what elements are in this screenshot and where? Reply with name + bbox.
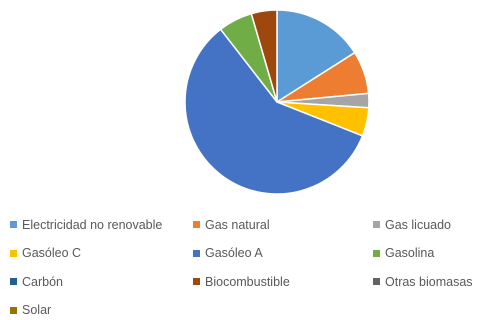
pie-slice-7 [250, 9, 278, 103]
legend-swatch [193, 221, 200, 228]
legend-item-1: Gas natural [193, 215, 373, 234]
legend-label: Otras biomasas [385, 274, 473, 289]
legend-item-7: Biocombustible [193, 272, 373, 291]
legend-item-4: Gasóleo A [193, 244, 373, 263]
pie-slice-4 [184, 28, 364, 195]
legend-swatch [10, 278, 17, 285]
legend-label: Solar [22, 303, 52, 317]
legend-label: Carbón [22, 274, 63, 289]
legend-label: Gas licuado [385, 217, 452, 232]
legend-label: Gasolina [385, 246, 435, 260]
legend-label: Gas natural [205, 217, 270, 232]
legend-item-5: Gasolina [373, 244, 480, 263]
legend-item-6: Carbón [10, 272, 193, 291]
legend-item-2: Gas licuado [373, 215, 480, 234]
legend-label: Gasóleo A [205, 246, 263, 260]
legend-label: Electricidad no renovable [22, 217, 163, 232]
legend-label: Gasóleo C [22, 246, 82, 260]
legend-swatch [10, 249, 17, 257]
legend-swatch [10, 306, 17, 314]
legend-item-9: Solar [10, 301, 193, 320]
legend-swatch [193, 249, 200, 257]
legend-swatch [373, 278, 380, 285]
pie-plot-area [184, 9, 370, 195]
legend-swatch [10, 221, 17, 228]
legend-item-8: Otras biomasas [373, 272, 480, 291]
legend-swatch [373, 221, 380, 228]
legend-swatch [193, 278, 200, 285]
legend-swatch [373, 249, 380, 257]
chart-legend: Electricidad no renovable Gas natural Gas … [10, 215, 480, 320]
legend-item-0: Electricidad no renovable [10, 215, 193, 234]
legend-item-3: Gasóleo C [10, 244, 193, 263]
pie-slice-0 [276, 9, 356, 104]
legend-label: Biocombustible [205, 274, 290, 289]
